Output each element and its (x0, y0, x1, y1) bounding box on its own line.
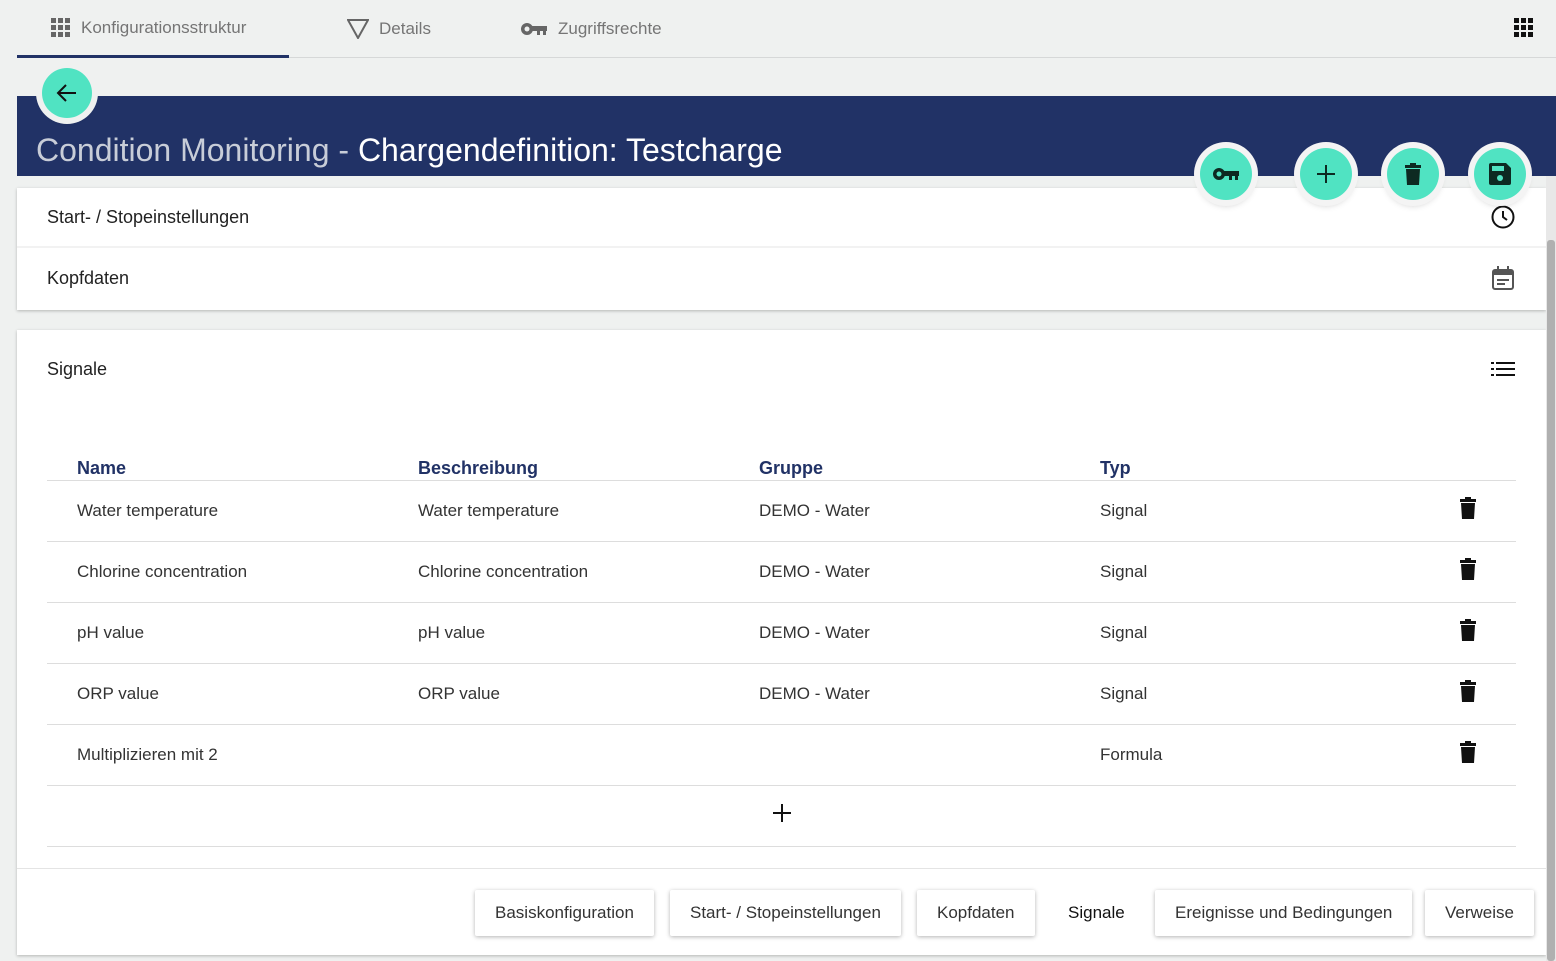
trash-icon (1405, 163, 1421, 185)
section-label: Start- / Stopeinstellungen (47, 206, 250, 227)
cell-name: Water temperature (47, 480, 388, 542)
nav-verweise[interactable]: Verweise (1425, 890, 1534, 936)
tab-label: Konfigurationsstruktur (81, 17, 247, 37)
kopfdaten-section[interactable]: Kopfdaten (17, 248, 1546, 308)
cell-beschreibung (388, 724, 729, 786)
table-row[interactable]: Chlorine concentration Chlorine concentra… (47, 541, 1516, 603)
column-header-typ[interactable]: Typ (1070, 448, 1301, 481)
cell-gruppe: DEMO - Water (729, 663, 1070, 725)
list-icon (1491, 362, 1515, 376)
delete-row-button[interactable] (1300, 602, 1516, 664)
arrow-left-icon (56, 84, 76, 102)
page-title: Condition Monitoring - Chargendefinition… (36, 132, 783, 169)
add-button[interactable] (1300, 148, 1352, 200)
cell-gruppe: DEMO - Water (729, 602, 1070, 664)
signale-card: Signale Name Beschreibung Gruppe Typ Wat… (17, 330, 1546, 955)
nav-signale[interactable]: Signale (1048, 890, 1145, 936)
cell-beschreibung: Chlorine concentration (388, 541, 729, 603)
nav-kopfdaten[interactable]: Kopfdaten (917, 890, 1035, 936)
tab-label: Details (379, 19, 431, 38)
scrollbar-thumb[interactable] (1547, 240, 1555, 961)
cell-name: ORP value (47, 663, 388, 725)
plus-icon (1317, 165, 1335, 183)
key-icon (521, 23, 547, 35)
delete-button[interactable] (1387, 148, 1439, 200)
plus-icon (772, 804, 791, 822)
save-icon (1489, 163, 1511, 185)
cell-gruppe: DEMO - Water (729, 541, 1070, 603)
trash-icon (1460, 619, 1476, 641)
permissions-button[interactable] (1200, 148, 1252, 200)
cell-gruppe: DEMO - Water (729, 480, 1070, 542)
cell-gruppe (729, 724, 1070, 786)
section-label: Signale (47, 358, 108, 379)
filter-icon (347, 19, 369, 39)
signale-section-header: Signale (17, 330, 1546, 408)
table-row[interactable]: Multiplizieren mit 2 Formula (47, 724, 1516, 786)
cell-name: pH value (47, 602, 388, 664)
back-button[interactable] (42, 68, 92, 118)
cell-name: Multiplizieren mit 2 (47, 724, 388, 786)
page-header: Condition Monitoring - Chargendefinition… (17, 96, 1556, 176)
cell-beschreibung: pH value (388, 602, 729, 664)
calendar-icon (1492, 266, 1514, 290)
add-row (47, 785, 1516, 847)
nav-ereignisse[interactable]: Ereignisse und Bedingungen (1155, 890, 1413, 936)
trash-icon (1460, 680, 1476, 702)
column-header-gruppe[interactable]: Gruppe (729, 448, 1070, 481)
cell-name: Chlorine concentration (47, 541, 388, 603)
column-header-actions (1300, 448, 1516, 481)
save-button[interactable] (1474, 148, 1526, 200)
nav-basiskonfiguration[interactable]: Basiskonfiguration (475, 890, 654, 936)
tab-bar: Konfigurationsstruktur Details Zugriffsr… (17, 0, 1556, 58)
nav-start-stop[interactable]: Start- / Stopeinstellungen (670, 890, 901, 936)
column-header-name[interactable]: Name (47, 448, 388, 481)
trash-icon (1460, 741, 1476, 763)
table-row[interactable]: ORP value ORP value DEMO - Water Signal (47, 663, 1516, 725)
cell-typ: Signal (1070, 663, 1301, 725)
add-signal-button[interactable] (47, 785, 1516, 847)
signals-table: Name Beschreibung Gruppe Typ Water tempe… (47, 448, 1516, 847)
apps-menu-icon[interactable] (1514, 18, 1534, 38)
table-row[interactable]: pH value pH value DEMO - Water Signal (47, 602, 1516, 664)
delete-row-button[interactable] (1300, 663, 1516, 725)
section-nav: Basiskonfiguration Start- / Stopeinstell… (17, 868, 1546, 955)
cell-typ: Formula (1070, 724, 1301, 786)
table-row[interactable]: Water temperature Water temperature DEMO -… (47, 480, 1516, 542)
grid-icon (51, 17, 70, 37)
settings-card: Start- / Stopeinstellungen Kopfdaten (17, 188, 1546, 310)
tab-details[interactable]: Details (347, 0, 431, 58)
cell-typ: Signal (1070, 602, 1301, 664)
trash-icon (1460, 558, 1476, 580)
clock-icon (1491, 205, 1515, 229)
column-header-beschreibung[interactable]: Beschreibung (388, 448, 729, 481)
cell-beschreibung: ORP value (388, 663, 729, 725)
delete-row-button[interactable] (1300, 480, 1516, 542)
trash-icon (1460, 497, 1476, 519)
tab-konfigurationsstruktur[interactable]: Konfigurationsstruktur (17, 0, 289, 58)
start-stop-section[interactable]: Start- / Stopeinstellungen (17, 188, 1546, 248)
tab-zugriffsrechte[interactable]: Zugriffsrechte (520, 0, 662, 58)
key-icon (1213, 168, 1239, 180)
cell-beschreibung: Water temperature (388, 480, 729, 542)
title-prefix: Condition Monitoring - (36, 132, 358, 168)
section-label: Kopfdaten (47, 267, 130, 288)
delete-row-button[interactable] (1300, 724, 1516, 786)
delete-row-button[interactable] (1300, 541, 1516, 603)
scrollbar[interactable] (1546, 176, 1556, 961)
tab-label: Zugriffsrechte (558, 19, 662, 38)
cell-typ: Signal (1070, 541, 1301, 603)
title-main: Chargendefinition: Testcharge (357, 132, 783, 168)
cell-typ: Signal (1070, 480, 1301, 542)
